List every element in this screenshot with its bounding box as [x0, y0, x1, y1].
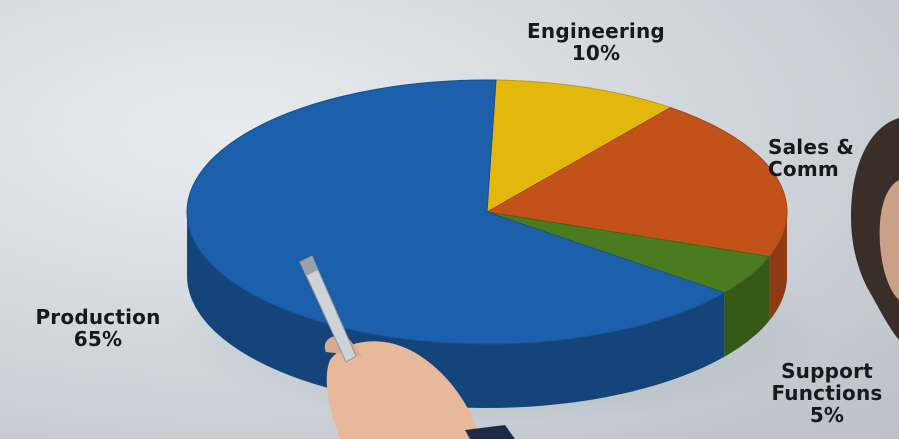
sales-name-line1: Sales &	[768, 135, 855, 159]
slice-label-engineering: Engineering 10%	[506, 20, 686, 64]
production-value: 65%	[73, 327, 123, 351]
pie-slice-engineering	[486, 79, 672, 213]
pie-side-sales	[769, 209, 787, 321]
production-name: Production	[35, 305, 161, 329]
pie-side-production	[187, 209, 725, 408]
slice-label-production: Production 65%	[18, 306, 178, 350]
slice-label-support: Support Functions 5%	[752, 360, 899, 426]
support-value: 5%	[809, 403, 845, 427]
sales-name-line2: Comm	[768, 157, 839, 181]
support-name-line1: Support	[781, 359, 873, 383]
pie-slice-sales	[485, 107, 788, 258]
engineering-name: Engineering	[527, 19, 665, 43]
engineering-value: 10%	[571, 41, 621, 65]
pie-tops	[186, 79, 788, 345]
slice-label-sales: Sales & Comm	[768, 136, 899, 180]
pie-sides	[187, 209, 787, 408]
support-name-line2: Functions	[771, 381, 883, 405]
presenter-silhouette	[850, 118, 899, 340]
pointer-hand	[299, 255, 515, 439]
pie-side-support	[724, 256, 770, 357]
